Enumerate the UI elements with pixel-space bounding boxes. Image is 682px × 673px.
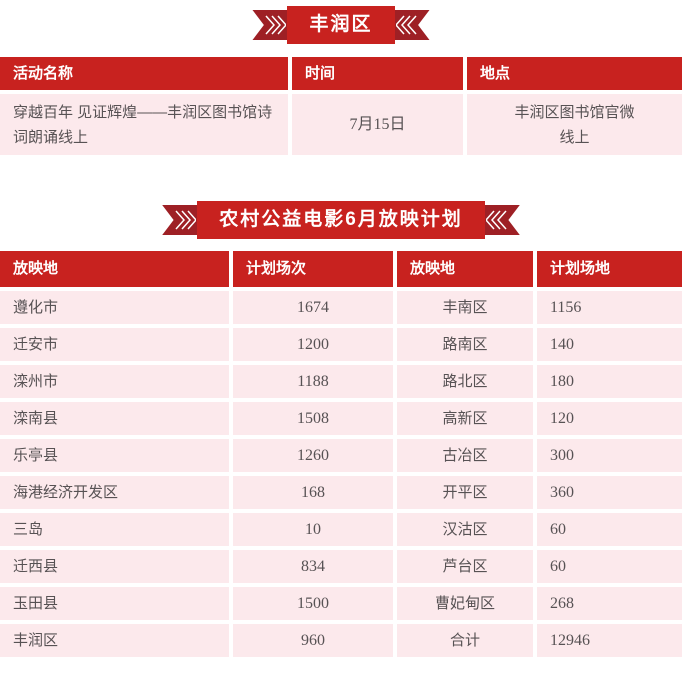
screening-cell-r9-c0: 丰润区 (0, 624, 229, 657)
screening-cell-r2-c2: 路北区 (397, 365, 533, 398)
screening-cell-r7-c0: 迁西县 (0, 550, 229, 583)
header-cell-venue-count: 计划场地 (537, 251, 682, 287)
activity-name-cell: 穿越百年 见证辉煌——丰润区图书馆诗词朗诵线上 (0, 94, 288, 155)
activity-location-line2: 线上 (559, 128, 590, 146)
district-ribbon: 丰润区 (0, 5, 682, 45)
screening-cell-r0-c2: 丰南区 (397, 291, 533, 324)
ribbon-right-wing (391, 10, 430, 40)
screening-ribbon: 农村公益电影6月放映计划 (0, 200, 682, 240)
screening-cell-r4-c3: 300 (537, 439, 682, 472)
screening-banner-title: 农村公益电影6月放映计划 (197, 201, 485, 239)
activity-location-cell: 丰润区图书馆官微 线上 (467, 94, 682, 155)
screening-cell-r4-c2: 古冶区 (397, 439, 533, 472)
screening-cell-r3-c1: 1508 (233, 402, 393, 435)
screening-cell-r5-c1: 168 (233, 476, 393, 509)
activity-table-header: 活动名称 时间 地点 (0, 57, 682, 90)
screening-cell-r8-c2: 曹妃甸区 (397, 587, 533, 620)
activity-time-text: 7月15日 (349, 116, 406, 133)
ribbon-left-wing (252, 10, 291, 40)
screening-table-header: 放映地 计划场次 放映地 计划场地 (0, 251, 682, 287)
screening-cell-r5-c2: 开平区 (397, 476, 533, 509)
screening-cell-r9-c1: 960 (233, 624, 393, 657)
screening-cell-r6-c3: 60 (537, 513, 682, 546)
ribbon-right-wing (481, 205, 520, 235)
screening-cell-r0-c0: 遵化市 (0, 291, 229, 324)
screening-cell-r4-c0: 乐亭县 (0, 439, 229, 472)
screening-cell-r6-c0: 三岛 (0, 513, 229, 546)
screening-cell-r8-c1: 1500 (233, 587, 393, 620)
header-cell-location: 地点 (467, 57, 682, 90)
screening-cell-r7-c3: 60 (537, 550, 682, 583)
chevrons-left-icon (395, 15, 417, 35)
ribbon-left-wing (162, 205, 201, 235)
screening-cell-r7-c1: 834 (233, 550, 393, 583)
screening-cell-r3-c3: 120 (537, 402, 682, 435)
screening-cell-r9-c3: 12946 (537, 624, 682, 657)
activity-time-cell: 7月15日 (292, 94, 463, 155)
screening-cell-r3-c0: 滦南县 (0, 402, 229, 435)
screening-cell-r1-c1: 1200 (233, 328, 393, 361)
chevrons-right-icon (175, 210, 197, 230)
chevrons-left-icon (485, 210, 507, 230)
screening-cell-r6-c1: 10 (233, 513, 393, 546)
screening-cell-r2-c0: 滦州市 (0, 365, 229, 398)
screening-cell-r1-c2: 路南区 (397, 328, 533, 361)
activity-name-text: 穿越百年 见证辉煌——丰润区图书馆诗词朗诵线上 (13, 103, 273, 146)
screening-cell-r2-c1: 1188 (233, 365, 393, 398)
screening-cell-r0-c1: 1674 (233, 291, 393, 324)
screening-cell-r6-c2: 汉沽区 (397, 513, 533, 546)
screening-cell-r7-c2: 芦台区 (397, 550, 533, 583)
screening-cell-r1-c3: 140 (537, 328, 682, 361)
article-page: 丰润区 活动名称 时间 地点 穿越百年 见证辉煌——丰润区图书馆诗词朗诵线上 7… (0, 5, 682, 657)
chevrons-right-icon (265, 15, 287, 35)
screening-cell-r2-c3: 180 (537, 365, 682, 398)
activity-location-line1: 丰润区图书馆官微 (514, 103, 635, 121)
screening-cell-r8-c3: 268 (537, 587, 682, 620)
header-cell-venue-left: 放映地 (0, 251, 229, 287)
district-banner-title: 丰润区 (287, 6, 395, 44)
screening-cell-r1-c0: 迁安市 (0, 328, 229, 361)
screening-cell-r0-c3: 1156 (537, 291, 682, 324)
activity-table-body: 穿越百年 见证辉煌——丰润区图书馆诗词朗诵线上 7月15日 丰润区图书馆官微 线… (0, 94, 682, 155)
screening-cell-r3-c2: 高新区 (397, 402, 533, 435)
screening-cell-r5-c0: 海港经济开发区 (0, 476, 229, 509)
screening-cell-r9-c2: 合计 (397, 624, 533, 657)
header-cell-venue-right: 放映地 (397, 251, 533, 287)
screening-table-body: 遵化市 1674 丰南区 1156 迁安市 1200 路南区 140 滦州市 1188 路北区 180… (0, 291, 682, 657)
header-cell-sessions: 计划场次 (233, 251, 393, 287)
header-cell-time: 时间 (292, 57, 463, 90)
screening-cell-r4-c1: 1260 (233, 439, 393, 472)
screening-cell-r8-c0: 玉田县 (0, 587, 229, 620)
screening-cell-r5-c3: 360 (537, 476, 682, 509)
header-cell-activity-name: 活动名称 (0, 57, 288, 90)
